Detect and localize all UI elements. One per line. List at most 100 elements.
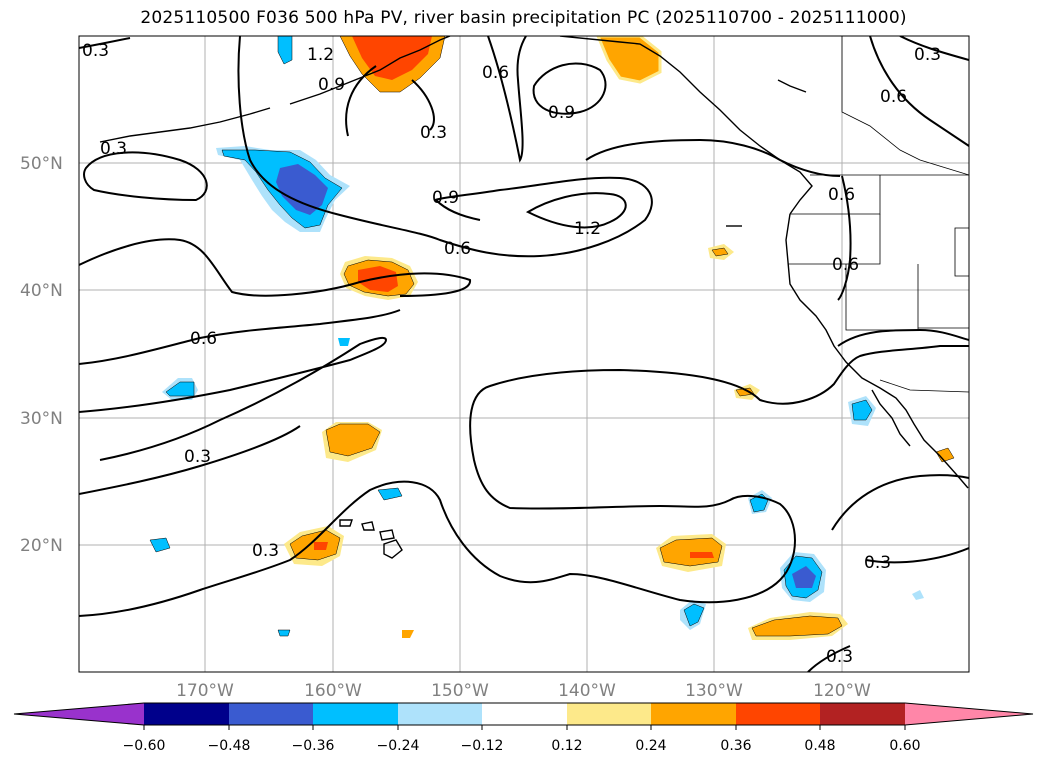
colorbar-segment — [651, 703, 736, 725]
contour-label: 0.3 — [252, 541, 279, 561]
contour-0.3-west — [79, 336, 388, 461]
contour-0.3-gulf — [411, 79, 435, 131]
colorbar-segment — [144, 703, 229, 725]
contour-0.6-ne — [869, 36, 969, 147]
contour-0.3-loop — [83, 151, 208, 202]
precip-neg-14n — [683, 603, 705, 627]
coast-baja — [871, 389, 911, 447]
colorbar-segment — [736, 703, 820, 725]
contour-0.3-s — [807, 645, 851, 672]
precip-positive-19n-core — [690, 552, 714, 558]
precip-neg-23n — [377, 487, 403, 501]
contour-label: 0.3 — [82, 41, 109, 61]
border-idaho — [954, 227, 969, 277]
contour-0.9-north — [585, 138, 841, 177]
colorbar-extend-left — [14, 703, 144, 725]
precip-neg-32n — [165, 381, 195, 397]
coast-bc — [559, 36, 813, 215]
lon-label-120w: 120°W — [813, 681, 871, 701]
precip-neg-13n — [277, 629, 291, 637]
precip-pos-43n — [711, 247, 729, 257]
colorbar-tick-label: −0.60 — [123, 738, 166, 754]
precip-positive-13n-east — [751, 615, 843, 637]
contour-label: 0.9 — [432, 188, 459, 208]
lon-label-130w: 130°W — [685, 681, 743, 701]
contour-0.3-se2 — [865, 547, 969, 564]
contour-label: 0.6 — [444, 239, 471, 259]
contour-label: 0.9 — [318, 75, 345, 95]
coast-alaska-peninsula — [289, 36, 451, 105]
colorbar-segment — [313, 703, 398, 725]
contour-label: 0.6 — [482, 63, 509, 83]
coast-alaska-lake — [777, 79, 807, 93]
colorbar-segment — [229, 703, 313, 725]
border-nevada — [845, 264, 919, 331]
chart-title: 2025110500 F036 500 hPa PV, river basin … — [140, 8, 907, 28]
gridlines — [79, 36, 969, 672]
map-frame — [78, 35, 970, 673]
colorbar-tick-label: 0.48 — [804, 738, 835, 754]
contour-0.9-main — [237, 36, 653, 258]
contour-0.6-land — [837, 175, 852, 301]
lat-label-30n: 30°N — [20, 409, 63, 429]
contour-0.9-tail — [435, 199, 481, 221]
pv-contours — [79, 36, 969, 672]
lat-axis: 50°N 40°N 30°N 20°N — [20, 154, 63, 556]
colorbar-tick-label: 0.36 — [720, 738, 751, 754]
contour-labels: 0.3 1.2 0.9 0.6 0.3 0.9 0.3 0.6 0.3 0.9 … — [82, 41, 941, 667]
contour-label: 0.6 — [880, 87, 907, 107]
colorbar-tick-label: 0.60 — [889, 738, 920, 754]
precip-negative-aleutian — [277, 36, 293, 65]
contour-0.6-east — [837, 328, 969, 347]
precip-positive-26n — [325, 423, 381, 457]
contour-1.2 — [525, 192, 627, 229]
coast-hawaii-2 — [361, 521, 375, 531]
contour-label: 0.9 — [548, 103, 575, 123]
precip-neg-16n-east — [912, 590, 924, 600]
border-us-mexico — [879, 379, 969, 393]
contour-0.3-se — [831, 474, 969, 531]
borders — [788, 36, 969, 393]
colorbar-tick-label: 0.12 — [551, 738, 582, 754]
colorbar-tick-label: −0.36 — [292, 738, 335, 754]
contour-label: 0.6 — [832, 255, 859, 275]
border-alaska-canada — [841, 36, 969, 176]
lon-label-170w: 170°W — [176, 681, 234, 701]
colorbar-tick-label: −0.12 — [461, 738, 504, 754]
map-panel — [79, 36, 969, 672]
contour-0.9-loop — [532, 62, 607, 115]
contour-0.3-nw — [79, 37, 131, 49]
contour-label: 1.2 — [574, 219, 601, 239]
precip-negative-pacific-core — [276, 164, 328, 215]
contour-label: 0.6 — [190, 329, 217, 349]
contour-label: 0.3 — [864, 553, 891, 573]
contour-label: 0.3 — [914, 45, 941, 65]
contour-label: 0.3 — [826, 647, 853, 667]
contour-label: 0.3 — [184, 447, 211, 467]
contour-0.3-b — [79, 425, 301, 495]
colorbar-segment — [820, 703, 905, 725]
contour-0.6-b — [79, 309, 401, 365]
colorbar: −0.60 −0.48 −0.36 −0.24 −0.12 0.12 0.24 … — [13, 702, 1034, 754]
colorbar-tick-label: −0.48 — [208, 738, 251, 754]
colorbar-tick-label: −0.24 — [377, 738, 420, 754]
coast-us-west — [785, 213, 969, 489]
coastlines — [99, 36, 969, 559]
coast-aleutians — [99, 107, 271, 143]
colorbar-extend-right — [905, 703, 1033, 725]
colorbar-segment — [398, 703, 482, 725]
coast-hawaii-big — [383, 539, 403, 559]
colorbar-tick-label: 0.24 — [635, 738, 666, 754]
contour-label: 1.2 — [307, 45, 334, 65]
contour-0.6-north — [487, 36, 527, 163]
contour-0.3-ne — [899, 36, 969, 61]
contour-label: 0.3 — [420, 123, 447, 143]
lon-axis: 170°W 160°W 150°W 140°W 130°W 120°W — [176, 681, 871, 701]
precip-neg-20n-west — [149, 537, 171, 553]
contour-0.6-west — [79, 238, 471, 297]
lat-label-20n: 20°N — [20, 536, 63, 556]
lat-label-40n: 40°N — [20, 281, 63, 301]
colorbar-ticks — [143, 725, 906, 730]
contour-0.6-gulf — [345, 65, 377, 137]
